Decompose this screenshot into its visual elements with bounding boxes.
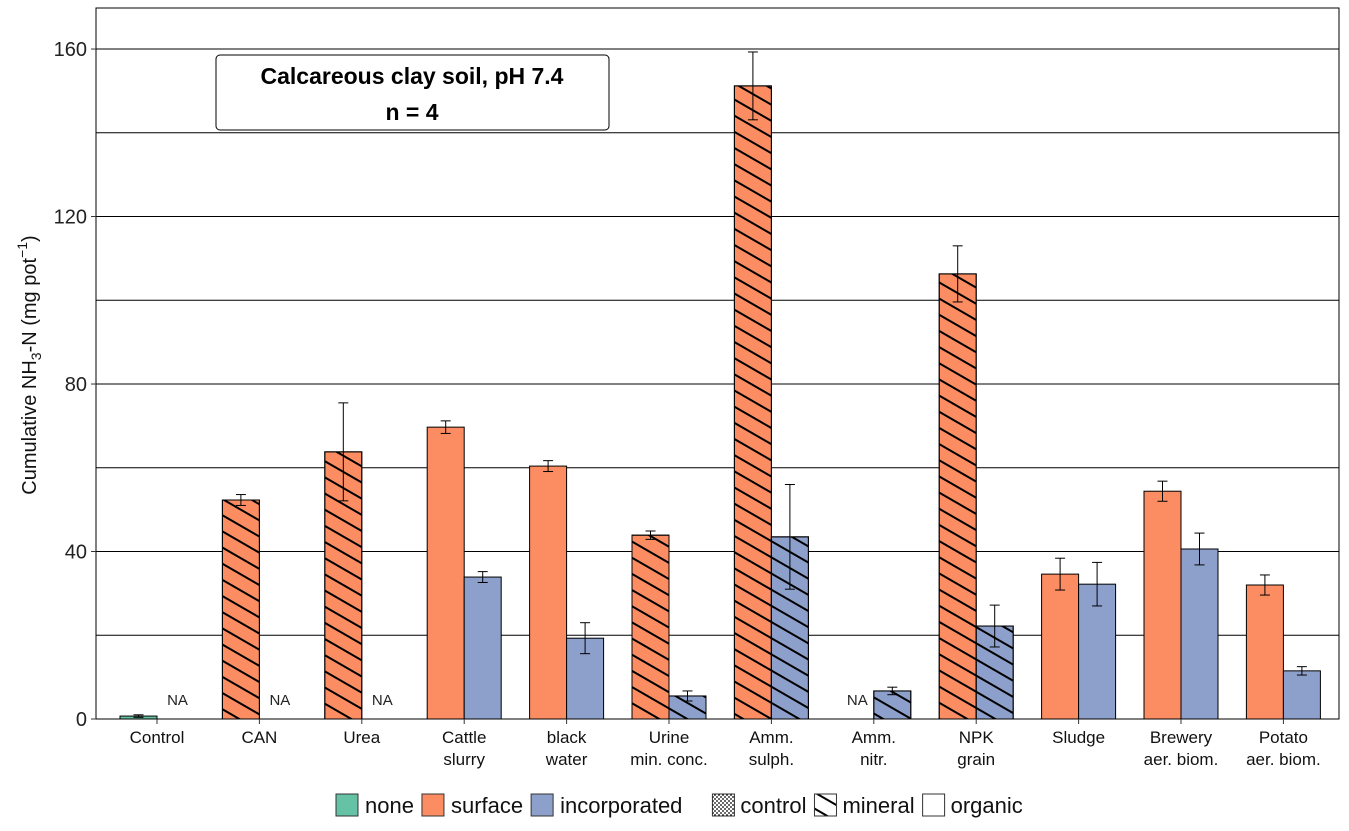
- surface-bar-hatch: [221, 499, 260, 720]
- legend-swatch-none: [335, 793, 359, 817]
- incorporated-bar: [1078, 583, 1117, 720]
- x-tick-label: nitr.: [860, 750, 887, 769]
- legend: none surface incorporated control mineral org…: [335, 793, 1023, 818]
- na-label: NA: [847, 692, 868, 709]
- title-line-2: n = 4: [385, 99, 438, 125]
- x-tick-label: slurry: [443, 750, 485, 769]
- incorporated-bar: [1180, 548, 1219, 720]
- x-tick-label: Brewery: [1150, 728, 1213, 747]
- title-line-1: Calcareous clay soil, pH 7.4: [261, 63, 564, 89]
- x-tick-label: Sludge: [1052, 728, 1105, 747]
- surface-bar-hatch: [631, 534, 670, 720]
- y-tick-label: 0: [76, 709, 87, 731]
- legend-swatch-organic: [922, 793, 946, 817]
- x-tick-label: sulph.: [749, 750, 794, 769]
- x-tick-label: Control: [130, 728, 185, 747]
- x-tick-label: Amm.: [852, 728, 896, 747]
- surface-bar: [426, 426, 465, 720]
- x-tick-label: Cattle: [442, 728, 486, 747]
- x-tick-label: Urine: [649, 728, 690, 747]
- legend-swatch-control: [711, 793, 735, 817]
- x-tick-label: aer. biom.: [1144, 750, 1219, 769]
- x-tick-label: Urea: [343, 728, 380, 747]
- legend-label-none: none: [365, 793, 414, 818]
- y-tick-label: 160: [54, 39, 87, 61]
- surface-bar: [529, 465, 568, 720]
- x-tick-label: black: [547, 728, 587, 747]
- y-axis-label: Cumulative NH3-N (mg pot−1): [14, 235, 44, 494]
- incorporated-bar-hatch: [873, 690, 912, 720]
- x-tick-label: CAN: [241, 728, 277, 747]
- y-tick-label: 120: [54, 207, 87, 229]
- legend-label-control: control: [740, 793, 806, 818]
- na-label: NA: [167, 692, 188, 709]
- surface-bar-hatch: [733, 85, 772, 720]
- surface-bar-hatch: [938, 273, 977, 720]
- x-tick-label: NPK: [959, 728, 995, 747]
- surface-bar: [1041, 573, 1080, 720]
- surface-bar: [1245, 584, 1284, 720]
- surface-bar: [1143, 490, 1182, 720]
- legend-label-organic: organic: [951, 793, 1023, 818]
- x-tick-label: grain: [957, 750, 995, 769]
- incorporated-bar: [463, 576, 502, 720]
- title-box: Calcareous clay soil, pH 7.4 n = 4: [215, 54, 610, 131]
- x-tick-label: Amm.: [749, 728, 793, 747]
- legend-label-surface: surface: [451, 793, 523, 818]
- legend-label-incorporated: incorporated: [560, 793, 682, 818]
- na-label: NA: [269, 692, 290, 709]
- incorporated-bar: [1282, 670, 1321, 720]
- x-tick-label: min. conc.: [630, 750, 707, 769]
- legend-swatch-surface: [421, 793, 445, 817]
- legend-swatch-incorporated: [530, 793, 554, 817]
- y-tick-label: 80: [65, 374, 87, 396]
- na-label: NA: [372, 692, 393, 709]
- y-tick-label: 40: [65, 542, 87, 564]
- legend-label-mineral: mineral: [842, 793, 914, 818]
- x-tick-label: aer. biom.: [1246, 750, 1321, 769]
- x-tick-label: Potato: [1259, 728, 1308, 747]
- legend-swatch-mineral: [813, 793, 837, 817]
- x-tick-label: water: [545, 750, 588, 769]
